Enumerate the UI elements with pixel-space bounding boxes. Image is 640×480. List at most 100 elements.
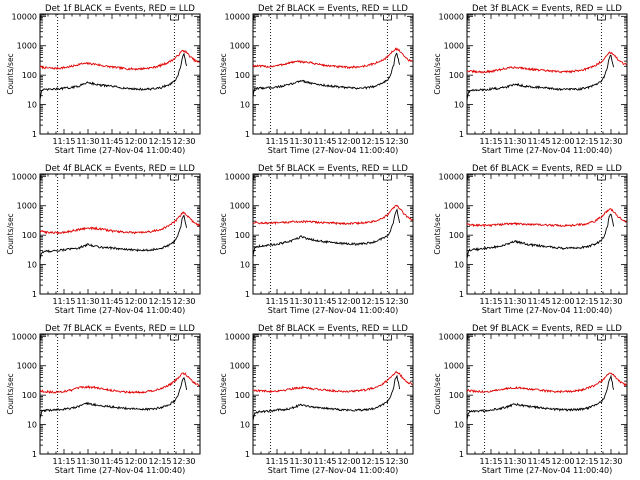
plot-frame xyxy=(39,173,201,295)
x-tick-label: 12:00 xyxy=(124,297,147,306)
y-axis-label: Counts/sec xyxy=(6,213,15,254)
event-rate-line xyxy=(252,374,401,422)
x-tick-label: 11:45 xyxy=(527,297,550,306)
y-tick-label: 100 xyxy=(449,391,464,400)
detector-panel-1: Det 1f BLACK = Events, RED = LLD 1 10 100 10… xyxy=(6,4,201,155)
panel-title: Det 5f BLACK = Events, RED = LLD xyxy=(258,164,408,174)
corner-mark-left xyxy=(253,334,259,340)
x-tick-label: 12:15 xyxy=(361,137,384,146)
detector-panel-7: Det 7f BLACK = Events, RED = LLD 1 10 100 10… xyxy=(6,324,201,475)
y-axis-label: Counts/sec xyxy=(433,373,442,414)
corner-mark-right xyxy=(597,15,606,21)
y-tick-label: 1 xyxy=(32,290,37,299)
y-tick-label: 10000 xyxy=(12,172,37,181)
x-tick-label: 11:45 xyxy=(100,297,123,306)
y-axis-label: Counts/sec xyxy=(219,53,228,94)
y-tick-label: 1000 xyxy=(230,42,250,51)
y-tick-label: 100 xyxy=(22,71,37,80)
y-tick-label: 1000 xyxy=(230,202,250,211)
event-rate-line xyxy=(466,213,615,259)
event-rate-line xyxy=(39,52,188,100)
panel-title: Det 8f BLACK = Events, RED = LLD xyxy=(258,324,408,334)
x-tick-label: 12:15 xyxy=(148,457,171,466)
plot-frame xyxy=(466,333,628,455)
corner-mark-right xyxy=(383,15,392,21)
x-tick-label: 11:15 xyxy=(265,457,288,466)
y-tick-label: 10000 xyxy=(225,332,250,341)
x-tick-label: 11:30 xyxy=(289,457,312,466)
y-tick-label: 10 xyxy=(454,101,464,110)
x-tick-label: 12:30 xyxy=(385,137,408,146)
corner-mark-right xyxy=(597,335,606,341)
corner-mark-left xyxy=(253,174,259,180)
x-axis-label: Start Time (27-Nov-04 11:00:40) xyxy=(268,146,398,155)
lld-rate-line xyxy=(39,211,200,235)
x-tick-label: 12:15 xyxy=(148,137,171,146)
x-tick-label: 11:45 xyxy=(527,137,550,146)
y-tick-label: 1000 xyxy=(230,362,250,371)
plot-frame xyxy=(466,13,628,135)
x-tick-label: 12:30 xyxy=(599,297,622,306)
y-tick-label: 1 xyxy=(459,450,464,459)
y-tick-label: 1 xyxy=(32,450,37,459)
y-tick-label: 10 xyxy=(240,101,250,110)
panel-title: Det 3f BLACK = Events, RED = LLD xyxy=(472,4,622,14)
detector-panel-4: Det 4f BLACK = Events, RED = LLD 1 10 100 10… xyxy=(6,164,201,315)
y-tick-label: 10000 xyxy=(439,12,464,21)
panel-title: Det 9f BLACK = Events, RED = LLD xyxy=(472,324,622,334)
x-tick-label: 11:45 xyxy=(313,457,336,466)
plot-frame xyxy=(252,333,414,455)
corner-mark-left xyxy=(467,14,473,20)
x-tick-label: 12:15 xyxy=(148,297,171,306)
y-tick-label: 10 xyxy=(27,261,37,270)
corner-mark-right xyxy=(170,175,179,181)
y-axis-label: Counts/sec xyxy=(433,213,442,254)
detector-panel-9: Det 9f BLACK = Events, RED = LLD 1 10 100 10… xyxy=(433,324,628,475)
lld-rate-line xyxy=(252,47,413,70)
x-axis-label: Start Time (27-Nov-04 11:00:40) xyxy=(55,466,185,475)
detector-panel-5: Det 5f BLACK = Events, RED = LLD 1 10 100 10… xyxy=(219,164,414,315)
x-tick-label: 11:30 xyxy=(76,137,99,146)
corner-mark-left xyxy=(253,14,259,20)
x-tick-label: 11:45 xyxy=(313,297,336,306)
x-tick-label: 11:15 xyxy=(479,137,502,146)
y-tick-label: 10 xyxy=(454,421,464,430)
y-tick-label: 1 xyxy=(459,130,464,139)
y-tick-label: 10 xyxy=(27,421,37,430)
x-tick-label: 11:30 xyxy=(503,457,526,466)
y-tick-label: 1000 xyxy=(17,202,37,211)
x-tick-label: 12:00 xyxy=(337,457,360,466)
lld-rate-line xyxy=(466,51,627,74)
x-axis-label: Start Time (27-Nov-04 11:00:40) xyxy=(55,146,185,155)
y-axis-label: Counts/sec xyxy=(433,53,442,94)
x-tick-label: 12:30 xyxy=(599,137,622,146)
y-tick-label: 10000 xyxy=(439,332,464,341)
x-tick-label: 11:15 xyxy=(52,137,75,146)
x-tick-label: 11:15 xyxy=(52,457,75,466)
detector-panel-6: Det 6f BLACK = Events, RED = LLD 1 10 100 10… xyxy=(433,164,628,315)
x-tick-label: 12:30 xyxy=(385,457,408,466)
y-tick-label: 100 xyxy=(449,231,464,240)
corner-mark-right xyxy=(597,175,606,181)
lld-rate-line xyxy=(252,371,413,394)
x-axis-label: Start Time (27-Nov-04 11:00:40) xyxy=(268,466,398,475)
panel-title: Det 2f BLACK = Events, RED = LLD xyxy=(258,4,408,14)
x-tick-label: 12:30 xyxy=(172,457,195,466)
y-tick-label: 1 xyxy=(245,450,250,459)
x-tick-label: 11:30 xyxy=(76,297,99,306)
y-tick-label: 100 xyxy=(235,231,250,240)
corner-mark-right xyxy=(170,15,179,21)
x-tick-label: 12:15 xyxy=(575,457,598,466)
x-tick-label: 12:15 xyxy=(361,457,384,466)
y-tick-label: 10000 xyxy=(225,172,250,181)
corner-mark-left xyxy=(40,14,46,20)
panel-title: Det 7f BLACK = Events, RED = LLD xyxy=(45,324,195,334)
y-tick-label: 10 xyxy=(27,101,37,110)
y-tick-label: 10 xyxy=(240,421,250,430)
y-tick-label: 100 xyxy=(235,71,250,80)
detector-panel-3: Det 3f BLACK = Events, RED = LLD 1 10 100 10… xyxy=(433,4,628,155)
x-tick-label: 12:00 xyxy=(551,457,574,466)
x-axis-label: Start Time (27-Nov-04 11:00:40) xyxy=(55,306,185,315)
y-tick-label: 10000 xyxy=(12,12,37,21)
